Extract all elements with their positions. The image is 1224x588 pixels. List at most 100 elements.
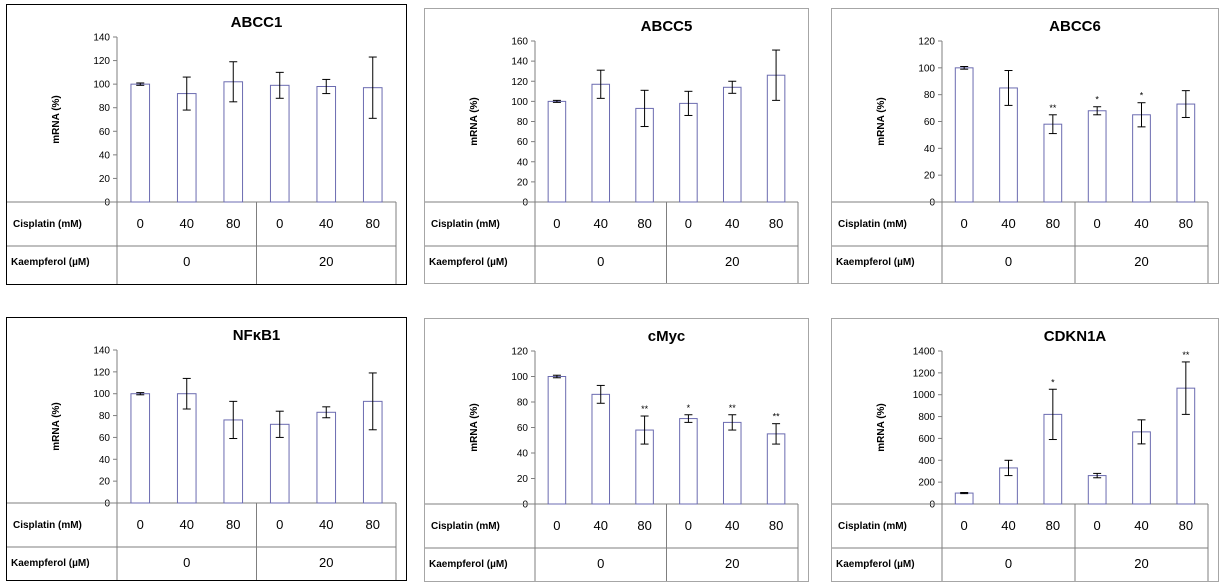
group-label: 20 (319, 555, 333, 570)
bar (679, 102, 698, 203)
y-tick-label: 120 (93, 367, 110, 378)
bar (547, 376, 567, 505)
category-label: 40 (1001, 216, 1015, 231)
category-label: 40 (1134, 518, 1148, 533)
chart-title: CDKN1A (1044, 328, 1107, 345)
bar (1087, 110, 1107, 203)
group-label: 0 (183, 555, 190, 570)
group-label: 20 (725, 254, 739, 269)
category-label: 80 (1046, 216, 1060, 231)
group-label: 20 (1134, 556, 1148, 571)
bar (591, 393, 611, 505)
y-tick-label: 60 (517, 137, 529, 148)
category-label: 0 (553, 216, 560, 231)
significance-marker: * (1095, 95, 1099, 105)
y-tick-label: 140 (93, 33, 110, 44)
category-label: 80 (226, 517, 240, 532)
significance-marker: * (1140, 91, 1144, 101)
category-label: 40 (594, 216, 608, 231)
y-axis-label: mRNA (%) (469, 403, 480, 452)
row-label-kaempferol: Kaempferol (µM) (429, 559, 508, 570)
row-label-cisplatin: Cisplatin (mM) (13, 520, 82, 531)
bar (954, 492, 974, 505)
y-tick-label: 40 (99, 150, 111, 161)
y-axis-label: mRNA (%) (51, 402, 62, 451)
y-tick-label: 60 (99, 433, 111, 444)
y-tick-label: 100 (93, 80, 110, 91)
group-label: 0 (1005, 254, 1012, 269)
bar (679, 418, 698, 505)
y-tick-label: 0 (522, 198, 528, 209)
category-label: 80 (1179, 216, 1193, 231)
significance-marker: ** (1049, 103, 1057, 113)
category-label: 40 (725, 518, 739, 533)
y-tick-label: 160 (511, 37, 528, 48)
row-label-cisplatin: Cisplatin (mM) (431, 219, 500, 230)
category-label: 80 (1179, 518, 1193, 533)
bar (722, 421, 742, 505)
significance-marker: * (687, 403, 691, 413)
chart-svg: NFκB1 mRNA (%) 0 20 40 60 80 100 120 140 Cisplatin… (7, 327, 397, 580)
category-label: 80 (1046, 518, 1060, 533)
y-axis-label: mRNA (%) (876, 403, 887, 452)
category-label: 40 (319, 517, 333, 532)
y-axis-label: mRNA (%) (876, 97, 887, 146)
bar (722, 86, 742, 203)
category-label: 0 (553, 518, 560, 533)
group-label: 0 (1005, 556, 1012, 571)
panel-abcc5: ABCC5 mRNA (%) 0 20 40 60 80 100 120 140 160 Cispla… (424, 8, 809, 284)
y-tick-label: 120 (93, 56, 110, 67)
category-label: 80 (637, 518, 651, 533)
row-label-kaempferol: Kaempferol (µM) (11, 558, 90, 569)
category-label: 40 (319, 216, 333, 231)
row-label-kaempferol: Kaempferol (µM) (429, 257, 508, 268)
y-tick-label: 0 (929, 198, 935, 209)
y-tick-label: 1000 (913, 390, 936, 401)
y-tick-label: 40 (924, 144, 936, 155)
y-tick-label: 20 (517, 474, 529, 485)
category-label: 40 (180, 517, 194, 532)
y-tick-label: 40 (517, 449, 529, 460)
y-tick-label: 80 (517, 117, 529, 128)
bar (130, 83, 151, 203)
y-tick-label: 20 (924, 171, 936, 182)
panel-abcc1: ABCC1 mRNA (%) 0 20 40 60 80 100 120 140 Cisplatin… (6, 4, 407, 285)
bar (269, 84, 290, 203)
row-label-kaempferol: Kaempferol (µM) (836, 257, 915, 268)
y-tick-label: 600 (918, 434, 935, 445)
chart-svg: ABCC1 mRNA (%) 0 20 40 60 80 100 120 140 Cisplatin… (7, 14, 397, 284)
y-tick-label: 100 (511, 372, 528, 383)
y-tick-label: 20 (99, 174, 111, 185)
group-label: 0 (597, 254, 604, 269)
category-label: 0 (276, 216, 283, 231)
category-label: 0 (1094, 518, 1101, 533)
chart-title: cMyc (648, 328, 686, 345)
category-label: 80 (366, 216, 380, 231)
bar (316, 411, 337, 504)
chart-svg: ABCC5 mRNA (%) 0 20 40 60 80 100 120 140 160 Cispla… (425, 18, 799, 283)
row-label-cisplatin: Cisplatin (mM) (431, 521, 500, 532)
bar (130, 393, 151, 504)
category-label: 0 (137, 517, 144, 532)
bar (1176, 103, 1196, 203)
category-label: 80 (769, 518, 783, 533)
y-tick-label: 20 (517, 177, 529, 188)
y-tick-label: 100 (93, 389, 110, 400)
y-tick-label: 140 (511, 57, 528, 68)
y-tick-label: 0 (104, 198, 110, 209)
y-tick-label: 120 (918, 37, 935, 48)
row-label-cisplatin: Cisplatin (mM) (838, 521, 907, 532)
bar (1043, 123, 1063, 203)
row-label-kaempferol: Kaempferol (µM) (836, 559, 915, 570)
y-tick-label: 80 (517, 398, 529, 409)
category-label: 40 (594, 518, 608, 533)
panel-cmyc: cMyc mRNA (%) 0 20 40 60 80 100 120 ** * ** ** Cispla… (424, 318, 809, 582)
y-axis-label: mRNA (%) (51, 95, 62, 144)
y-tick-label: 80 (99, 411, 111, 422)
row-label-cisplatin: Cisplatin (mM) (13, 219, 82, 230)
y-tick-label: 120 (511, 347, 528, 358)
y-tick-label: 0 (929, 500, 935, 511)
y-tick-label: 60 (99, 127, 111, 138)
